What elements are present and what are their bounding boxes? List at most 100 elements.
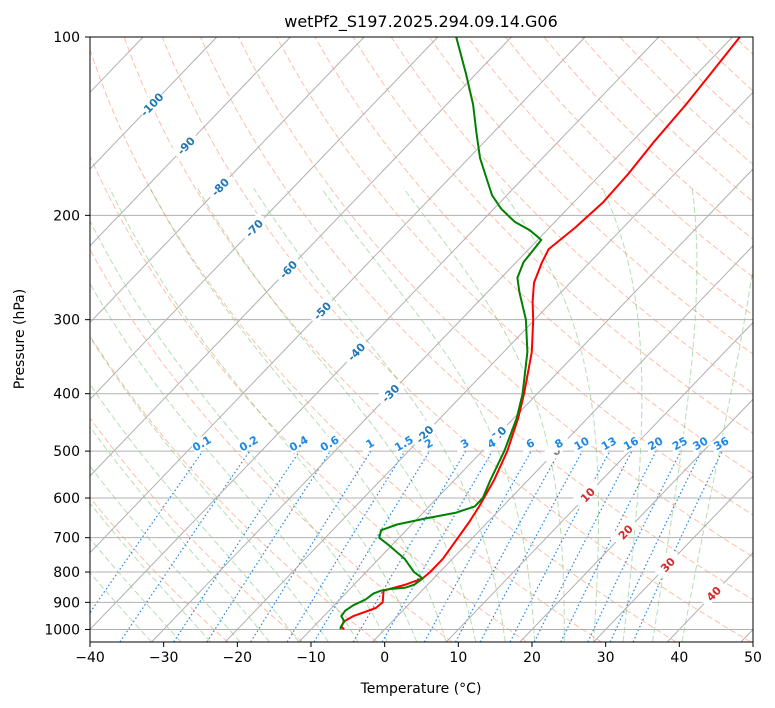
- isotherm-label-bg: [204, 171, 234, 201]
- dry-adiabat-line: [123, 37, 677, 642]
- dry-adiabat-line: [390, 37, 753, 395]
- mixing-ratio-label-bg: [286, 433, 311, 454]
- mixing-ratio-label-bg: [479, 433, 504, 454]
- mixing-ratio-label-bg: [668, 433, 692, 454]
- mixing-ratio-line: [173, 450, 301, 642]
- moist-adiabat-line: [90, 425, 270, 642]
- dry-adiabat-line: [90, 155, 527, 642]
- dry-adiabat-line: [428, 37, 753, 355]
- x-tick-label: 50: [744, 650, 762, 666]
- mixing-ratio-label-bg: [392, 433, 416, 454]
- mixing-ratio-label-bg: [236, 433, 261, 454]
- moist-adiabat-line: [403, 187, 565, 642]
- isotherm-label-bg: [610, 516, 639, 546]
- isotherm-line: [90, 37, 365, 324]
- mixing-ratio-label-bg: [688, 433, 712, 454]
- moist-adiabat-line: [601, 187, 643, 642]
- moist-adiabat-line: [90, 219, 388, 642]
- moist-adiabat-line: [320, 187, 536, 642]
- moist-adiabat-line: [90, 502, 211, 642]
- mixing-ratio-label-bg: [190, 433, 214, 454]
- y-tick-label: 600: [53, 491, 80, 507]
- x-tick-label: 40: [670, 650, 688, 666]
- mixing-ratio-label-bg: [619, 433, 643, 454]
- y-tick-label: 800: [53, 565, 80, 581]
- mixing-ratio-label-group: 4: [479, 433, 504, 454]
- isotherm-line: [151, 37, 733, 642]
- isotherm-label-bg: [170, 130, 200, 160]
- temperature-profile-line: [340, 37, 741, 631]
- moist-adiabat-line: [90, 383, 300, 642]
- x-tick-label: 30: [597, 650, 615, 666]
- x-tick-label: 10: [449, 650, 467, 666]
- isotherm-label-bg: [409, 418, 438, 448]
- x-tick-label: −20: [223, 650, 253, 666]
- dry-adiabat-line: [90, 417, 303, 642]
- mixing-ratio-label-bg: [597, 433, 621, 454]
- moist-adiabat-line: [652, 188, 698, 642]
- isotherm-label-bg: [238, 212, 268, 242]
- dry-adiabat-line: [90, 47, 602, 642]
- y-tick-label: 900: [53, 595, 80, 611]
- mixing-ratio-label-bg: [358, 433, 382, 454]
- y-tick-label: 200: [53, 208, 80, 224]
- dry-adiabat-line: [276, 37, 753, 516]
- y-tick-label: 400: [53, 387, 80, 403]
- mixing-ratio-label-group: 6: [518, 433, 542, 454]
- mixing-ratio-label-group: 3: [453, 433, 477, 454]
- mixing-ratio-label-bg: [569, 433, 594, 454]
- y-tick-label: 700: [53, 531, 80, 547]
- mixing-ratio-line: [454, 450, 561, 642]
- isotherm-line: [593, 475, 753, 642]
- isotherm-line: [90, 37, 218, 170]
- isotherm-label-bg: [136, 88, 166, 119]
- mixing-ratio-line: [206, 450, 331, 642]
- mixing-ratio-label-group: 2: [416, 433, 441, 454]
- mixing-ratio-line: [119, 450, 251, 642]
- mixing-ratio-label-group: 8: [547, 433, 571, 454]
- mixing-ratio-line: [286, 450, 406, 642]
- moist-adiabat-line: [90, 465, 241, 642]
- mixing-ratio-label-bg: [453, 433, 477, 454]
- plot-background: [90, 37, 753, 642]
- isotherm-label-bg: [272, 253, 302, 283]
- isotherm-line: [90, 37, 439, 400]
- dewpoint-profile-line: [339, 37, 543, 630]
- x-tick-label: −10: [296, 650, 326, 666]
- mixing-ratio-label-bg: [709, 433, 733, 454]
- mixing-ratio-label-bg: [518, 433, 542, 454]
- chart-series: [339, 37, 741, 631]
- y-tick-label: 300: [53, 313, 80, 329]
- dry-adiabat-line: [90, 335, 378, 642]
- isotherm-line: [0, 37, 69, 642]
- y-axis-label: Pressure (hPa): [12, 289, 28, 389]
- isotherm-label-bg: [652, 549, 682, 579]
- dry-adiabat-line: [90, 248, 453, 642]
- chart-grid: [0, 37, 753, 642]
- moist-adiabat-line: [253, 187, 506, 642]
- mixing-ratio-line: [313, 450, 431, 642]
- moist-adiabat-line: [149, 187, 447, 642]
- mixing-ratio-line: [250, 450, 372, 642]
- mixing-ratio-line: [560, 450, 657, 642]
- mixing-ratio-label-bg: [643, 433, 667, 454]
- moist-adiabat-line: [681, 265, 753, 642]
- moist-adiabat-line: [499, 187, 599, 642]
- mixing-ratio-label-bg: [317, 433, 342, 454]
- moist-adiabat-line: [197, 187, 477, 642]
- isotherm-label-bg: [698, 577, 727, 608]
- isotherm-line: [90, 37, 586, 554]
- chart-title: wetPf2_S197.2025.294.09.14.G06: [284, 12, 558, 32]
- mixing-ratio-label-group: 1: [358, 433, 382, 454]
- dry-adiabat-line: [238, 37, 753, 558]
- isotherm-label-bg: [306, 295, 336, 325]
- x-axis-label: Temperature (°C): [360, 681, 482, 697]
- isotherm-label-bg: [572, 479, 601, 509]
- mixing-ratio-label-bg: [416, 433, 441, 454]
- x-tick-label: 0: [380, 650, 389, 666]
- isotherm-label-bg: [375, 377, 404, 407]
- x-tick-label: −30: [149, 650, 179, 666]
- x-tick-label: −40: [75, 650, 105, 666]
- isotherm-line: [224, 91, 753, 642]
